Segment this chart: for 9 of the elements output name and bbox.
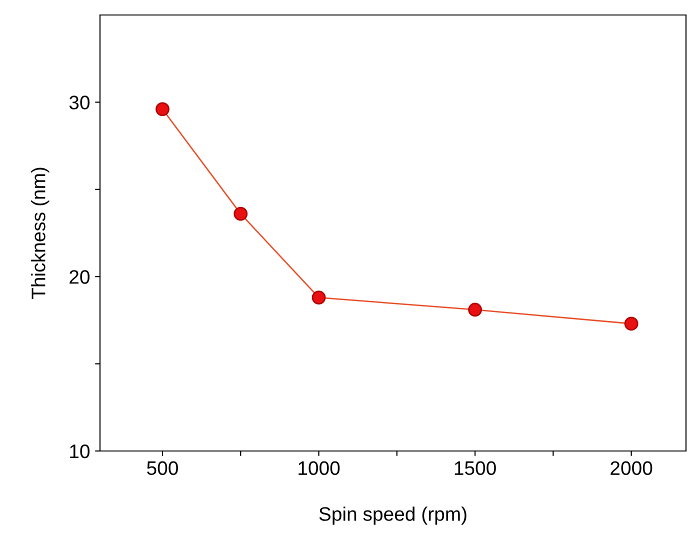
x-axis-title: Spin speed (rpm) [319,506,466,525]
y-axis-title: Thickness (nm) [31,168,50,300]
x-tick-label: 2000 [610,461,652,476]
x-tick-label: 500 [147,461,178,476]
x-tick-label: 1000 [298,461,340,476]
y-tick-label: 30 [69,96,90,110]
x-tick-label: 1500 [454,461,496,476]
y-tick-label: 20 [70,270,90,284]
y-tick-label: 10 [70,444,90,458]
